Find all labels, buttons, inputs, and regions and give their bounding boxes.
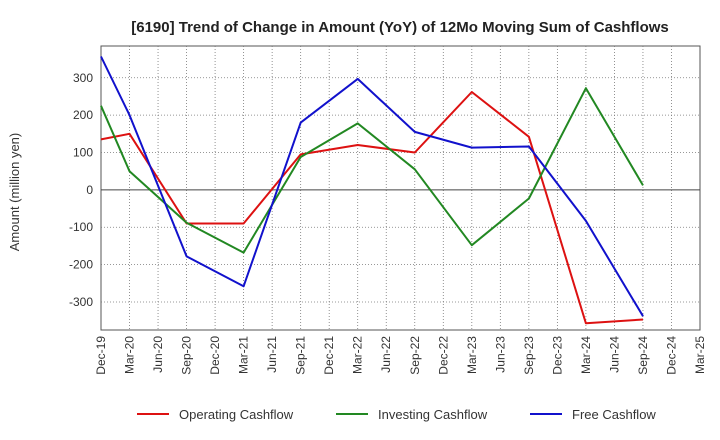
operating-cashflow-line bbox=[100, 91, 644, 325]
x-tick-label: Mar-25 bbox=[693, 336, 707, 374]
x-tick-label: Jun-21 bbox=[265, 336, 279, 373]
free-cashflow-line bbox=[100, 56, 644, 317]
x-tick-label: Sep-23 bbox=[522, 336, 536, 375]
x-tick-label: Jun-20 bbox=[151, 336, 165, 373]
investing-cashflow-legend-label: Investing Cashflow bbox=[378, 407, 488, 422]
x-tick-label: Mar-21 bbox=[237, 336, 251, 374]
x-tick-label: Dec-24 bbox=[664, 336, 678, 375]
x-tick-label: Jun-22 bbox=[379, 336, 393, 373]
x-tick-label: Mar-24 bbox=[579, 336, 593, 374]
x-tick-label: Mar-23 bbox=[465, 336, 479, 374]
chart-title: [6190] Trend of Change in Amount (YoY) o… bbox=[131, 19, 669, 36]
x-tick-label: Jun-24 bbox=[607, 336, 621, 373]
operating-cashflow-legend-label: Operating Cashflow bbox=[179, 407, 294, 422]
x-tick-label: Dec-20 bbox=[208, 336, 222, 375]
y-axis-label: Amount (million yen) bbox=[7, 133, 22, 252]
y-tick-label: 0 bbox=[86, 183, 93, 197]
x-tick-label: Mar-22 bbox=[351, 336, 365, 374]
investing-cashflow-line bbox=[100, 87, 644, 254]
y-tick-label: -300 bbox=[69, 295, 93, 309]
x-tick-label: Dec-22 bbox=[436, 336, 450, 375]
y-tick-label: 300 bbox=[73, 71, 93, 85]
plot-frame bbox=[100, 45, 701, 331]
x-tick-label: Dec-23 bbox=[550, 336, 564, 375]
y-tick-label: 100 bbox=[73, 146, 93, 160]
y-tick-label: -200 bbox=[69, 258, 93, 272]
x-tick-label: Sep-24 bbox=[636, 336, 650, 375]
y-tick-label: 200 bbox=[73, 108, 93, 122]
legend: Operating Cashflow Investing Cashflow Free… bbox=[137, 407, 656, 422]
x-tick-label: Sep-20 bbox=[180, 336, 194, 375]
x-tick-label: Jun-23 bbox=[493, 336, 507, 373]
plot-area: -300 -200 -100 0 100 200 300 Dec-19 Mar-20 Jun-20… bbox=[69, 45, 707, 375]
x-tick-label: Sep-22 bbox=[408, 336, 422, 375]
x-tick-label: Sep-21 bbox=[294, 336, 308, 375]
free-cashflow-legend-label: Free Cashflow bbox=[572, 407, 656, 422]
x-tick-label: Dec-21 bbox=[322, 336, 336, 375]
x-tick-label: Dec-19 bbox=[94, 336, 108, 375]
x-tick-label: Mar-20 bbox=[123, 336, 137, 374]
y-tick-label: -100 bbox=[69, 220, 93, 234]
